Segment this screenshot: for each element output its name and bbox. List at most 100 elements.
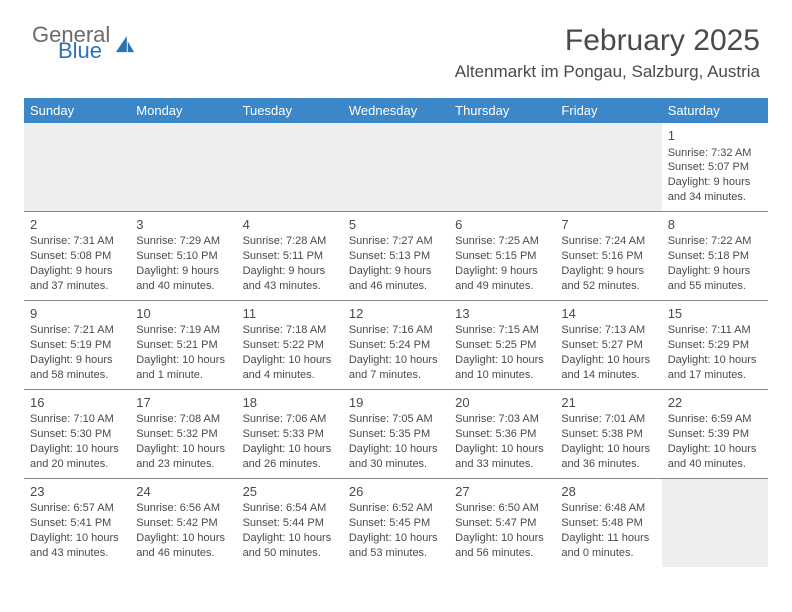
day-number: 1 (668, 127, 762, 145)
day-cell: 7Sunrise: 7:24 AMSunset: 5:16 PMDaylight… (555, 211, 661, 300)
weekday-header: Wednesday (343, 98, 449, 123)
daylight-text: Daylight: 10 hours and 1 minute. (136, 353, 230, 383)
month-title: February 2025 (455, 24, 760, 58)
daylight-text: Daylight: 9 hours and 43 minutes. (243, 264, 337, 294)
calendar-row: 2Sunrise: 7:31 AMSunset: 5:08 PMDaylight… (24, 211, 768, 300)
sunset-text: Sunset: 5:22 PM (243, 338, 337, 353)
day-cell: 2Sunrise: 7:31 AMSunset: 5:08 PMDaylight… (24, 211, 130, 300)
day-number: 10 (136, 305, 230, 323)
sunset-text: Sunset: 5:45 PM (349, 516, 443, 531)
day-number: 21 (561, 394, 655, 412)
title-block: February 2025 Altenmarkt im Pongau, Salz… (455, 24, 760, 82)
sunrise-text: Sunrise: 6:56 AM (136, 501, 230, 516)
daylight-text: Daylight: 10 hours and 43 minutes. (30, 531, 124, 561)
sunrise-text: Sunrise: 7:22 AM (668, 234, 762, 249)
sunset-text: Sunset: 5:29 PM (668, 338, 762, 353)
daylight-text: Daylight: 10 hours and 53 minutes. (349, 531, 443, 561)
day-cell: 18Sunrise: 7:06 AMSunset: 5:33 PMDayligh… (237, 389, 343, 478)
day-cell: 6Sunrise: 7:25 AMSunset: 5:15 PMDaylight… (449, 211, 555, 300)
day-cell: 26Sunrise: 6:52 AMSunset: 5:45 PMDayligh… (343, 478, 449, 567)
sunset-text: Sunset: 5:13 PM (349, 249, 443, 264)
day-number: 7 (561, 216, 655, 234)
sunrise-text: Sunrise: 7:28 AM (243, 234, 337, 249)
weekday-header: Saturday (662, 98, 768, 123)
day-number: 3 (136, 216, 230, 234)
sunset-text: Sunset: 5:25 PM (455, 338, 549, 353)
day-cell: 12Sunrise: 7:16 AMSunset: 5:24 PMDayligh… (343, 300, 449, 389)
sunset-text: Sunset: 5:15 PM (455, 249, 549, 264)
sunrise-text: Sunrise: 7:18 AM (243, 323, 337, 338)
sunset-text: Sunset: 5:35 PM (349, 427, 443, 442)
day-cell: 13Sunrise: 7:15 AMSunset: 5:25 PMDayligh… (449, 300, 555, 389)
empty-cell (449, 123, 555, 211)
day-number: 8 (668, 216, 762, 234)
daylight-text: Daylight: 10 hours and 30 minutes. (349, 442, 443, 472)
brand-text: General Blue (32, 24, 110, 62)
empty-cell (24, 123, 130, 211)
weekday-header: Tuesday (237, 98, 343, 123)
empty-cell (130, 123, 236, 211)
sunset-text: Sunset: 5:10 PM (136, 249, 230, 264)
day-number: 15 (668, 305, 762, 323)
day-cell: 15Sunrise: 7:11 AMSunset: 5:29 PMDayligh… (662, 300, 768, 389)
weekday-header: Sunday (24, 98, 130, 123)
calendar-row: 23Sunrise: 6:57 AMSunset: 5:41 PMDayligh… (24, 478, 768, 567)
day-number: 22 (668, 394, 762, 412)
location-subtitle: Altenmarkt im Pongau, Salzburg, Austria (455, 62, 760, 82)
sunset-text: Sunset: 5:42 PM (136, 516, 230, 531)
day-number: 13 (455, 305, 549, 323)
sunset-text: Sunset: 5:41 PM (30, 516, 124, 531)
weekday-header-row: Sunday Monday Tuesday Wednesday Thursday… (24, 98, 768, 123)
sunrise-text: Sunrise: 6:48 AM (561, 501, 655, 516)
sunset-text: Sunset: 5:39 PM (668, 427, 762, 442)
sunrise-text: Sunrise: 7:05 AM (349, 412, 443, 427)
sunrise-text: Sunrise: 7:15 AM (455, 323, 549, 338)
day-cell: 17Sunrise: 7:08 AMSunset: 5:32 PMDayligh… (130, 389, 236, 478)
calendar-body: 1Sunrise: 7:32 AMSunset: 5:07 PMDaylight… (24, 123, 768, 567)
day-cell: 19Sunrise: 7:05 AMSunset: 5:35 PMDayligh… (343, 389, 449, 478)
day-cell: 11Sunrise: 7:18 AMSunset: 5:22 PMDayligh… (237, 300, 343, 389)
day-cell: 10Sunrise: 7:19 AMSunset: 5:21 PMDayligh… (130, 300, 236, 389)
weekday-header: Monday (130, 98, 236, 123)
day-number: 25 (243, 483, 337, 501)
day-cell: 16Sunrise: 7:10 AMSunset: 5:30 PMDayligh… (24, 389, 130, 478)
daylight-text: Daylight: 10 hours and 46 minutes. (136, 531, 230, 561)
day-number: 18 (243, 394, 337, 412)
day-cell: 3Sunrise: 7:29 AMSunset: 5:10 PMDaylight… (130, 211, 236, 300)
day-cell: 25Sunrise: 6:54 AMSunset: 5:44 PMDayligh… (237, 478, 343, 567)
sunrise-text: Sunrise: 6:54 AM (243, 501, 337, 516)
calendar-row: 1Sunrise: 7:32 AMSunset: 5:07 PMDaylight… (24, 123, 768, 211)
daylight-text: Daylight: 9 hours and 40 minutes. (136, 264, 230, 294)
sunrise-text: Sunrise: 7:21 AM (30, 323, 124, 338)
day-number: 28 (561, 483, 655, 501)
day-cell: 8Sunrise: 7:22 AMSunset: 5:18 PMDaylight… (662, 211, 768, 300)
day-number: 6 (455, 216, 549, 234)
sunrise-text: Sunrise: 7:16 AM (349, 323, 443, 338)
day-cell: 27Sunrise: 6:50 AMSunset: 5:47 PMDayligh… (449, 478, 555, 567)
sunrise-text: Sunrise: 7:08 AM (136, 412, 230, 427)
sunset-text: Sunset: 5:16 PM (561, 249, 655, 264)
sunrise-text: Sunrise: 7:19 AM (136, 323, 230, 338)
day-cell: 21Sunrise: 7:01 AMSunset: 5:38 PMDayligh… (555, 389, 661, 478)
day-number: 26 (349, 483, 443, 501)
day-number: 12 (349, 305, 443, 323)
sunset-text: Sunset: 5:47 PM (455, 516, 549, 531)
sunset-text: Sunset: 5:18 PM (668, 249, 762, 264)
day-number: 9 (30, 305, 124, 323)
daylight-text: Daylight: 10 hours and 23 minutes. (136, 442, 230, 472)
day-number: 2 (30, 216, 124, 234)
sunrise-text: Sunrise: 7:01 AM (561, 412, 655, 427)
empty-cell (343, 123, 449, 211)
sunrise-text: Sunrise: 7:24 AM (561, 234, 655, 249)
daylight-text: Daylight: 10 hours and 40 minutes. (668, 442, 762, 472)
day-number: 20 (455, 394, 549, 412)
sunset-text: Sunset: 5:38 PM (561, 427, 655, 442)
day-number: 23 (30, 483, 124, 501)
daylight-text: Daylight: 9 hours and 46 minutes. (349, 264, 443, 294)
weekday-header: Friday (555, 98, 661, 123)
sunrise-text: Sunrise: 7:25 AM (455, 234, 549, 249)
sunset-text: Sunset: 5:21 PM (136, 338, 230, 353)
daylight-text: Daylight: 10 hours and 33 minutes. (455, 442, 549, 472)
daylight-text: Daylight: 10 hours and 4 minutes. (243, 353, 337, 383)
day-number: 19 (349, 394, 443, 412)
